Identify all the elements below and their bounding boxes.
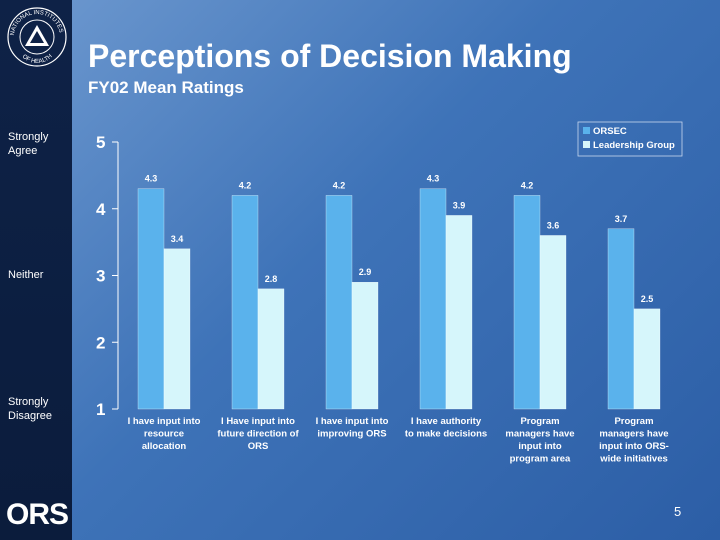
side-label-line: Neither [8,269,44,281]
bar-orsec [419,188,447,410]
category-label: managers have [505,429,574,440]
svg-text:OF HEALTH: OF HEALTH [21,54,54,65]
bar-leadership [633,308,661,410]
legend-swatch [583,141,590,148]
legend-label: ORSEC [593,126,627,137]
category-label: future direction of [217,429,299,440]
side-label-strongly-disagree: Strongly Disagree [8,395,72,423]
slide-title: Perceptions of Decision Making [88,38,572,74]
category-label: to make decisions [405,429,487,440]
data-label: 3.7 [615,214,628,224]
data-label: 4.3 [427,174,440,184]
side-label-line: Strongly [8,396,49,408]
bar-orsec [231,195,259,410]
side-label-neither: Neither [8,268,72,282]
bar-leadership [539,235,567,410]
bar-leadership [257,288,285,410]
data-label: 4.2 [239,180,252,190]
category-label: input into ORS- [599,441,669,452]
slide-subtitle: FY02 Mean Ratings [88,78,244,97]
data-label: 2.9 [359,267,372,277]
legend-box [577,121,683,157]
bar-orsec [513,195,541,410]
category-label: I have input into [316,416,389,427]
category-label: improving ORS [317,429,386,440]
category-label: wide initiatives [599,454,668,465]
y-tick-label: 5 [96,133,105,152]
side-label-strongly-agree: Strongly Agree [8,130,72,158]
ors-logo: ORS [6,498,69,531]
data-label: 2.5 [641,294,654,304]
bar-leadership [163,248,191,410]
category-label: Program [614,416,653,427]
data-label: 2.8 [265,274,278,284]
data-label: 3.9 [453,200,466,210]
bar-leadership [445,215,473,410]
sidebar: NATIONAL INSTITUTES OF HEALTH ORS [0,0,72,540]
page-number: 5 [674,504,682,519]
data-label: 4.2 [333,180,346,190]
y-tick-label: 2 [96,333,105,352]
y-tick-label: 3 [96,267,105,286]
category-label: allocation [142,441,187,452]
nih-seal-logo: NATIONAL INSTITUTES OF HEALTH [7,7,67,67]
category-label: managers have [599,429,668,440]
category-label: ORS [248,441,269,452]
bar-orsec [325,195,353,410]
data-label: 3.4 [171,234,184,244]
data-label: 3.6 [547,220,560,230]
side-label-line: Disagree [8,410,53,422]
side-label-line: Agree [8,145,38,157]
data-label: 4.2 [521,180,534,190]
y-tick-label: 4 [96,200,106,219]
category-label: program area [510,454,571,465]
bar-orsec [137,188,165,410]
category-label: I have input into [128,416,201,427]
category-label: Program [520,416,559,427]
category-label: I Have input into [221,416,295,427]
bar-leadership [351,282,379,410]
legend-label: Leadership Group [593,140,675,151]
category-label: I have authority [411,416,482,427]
bar-orsec [607,228,635,410]
y-tick-label: 1 [96,400,105,419]
side-label-line: Strongly [8,131,49,143]
category-label: resource [144,429,184,440]
category-label: input into [518,441,561,452]
data-label: 4.3 [145,174,158,184]
legend-swatch [583,127,590,134]
